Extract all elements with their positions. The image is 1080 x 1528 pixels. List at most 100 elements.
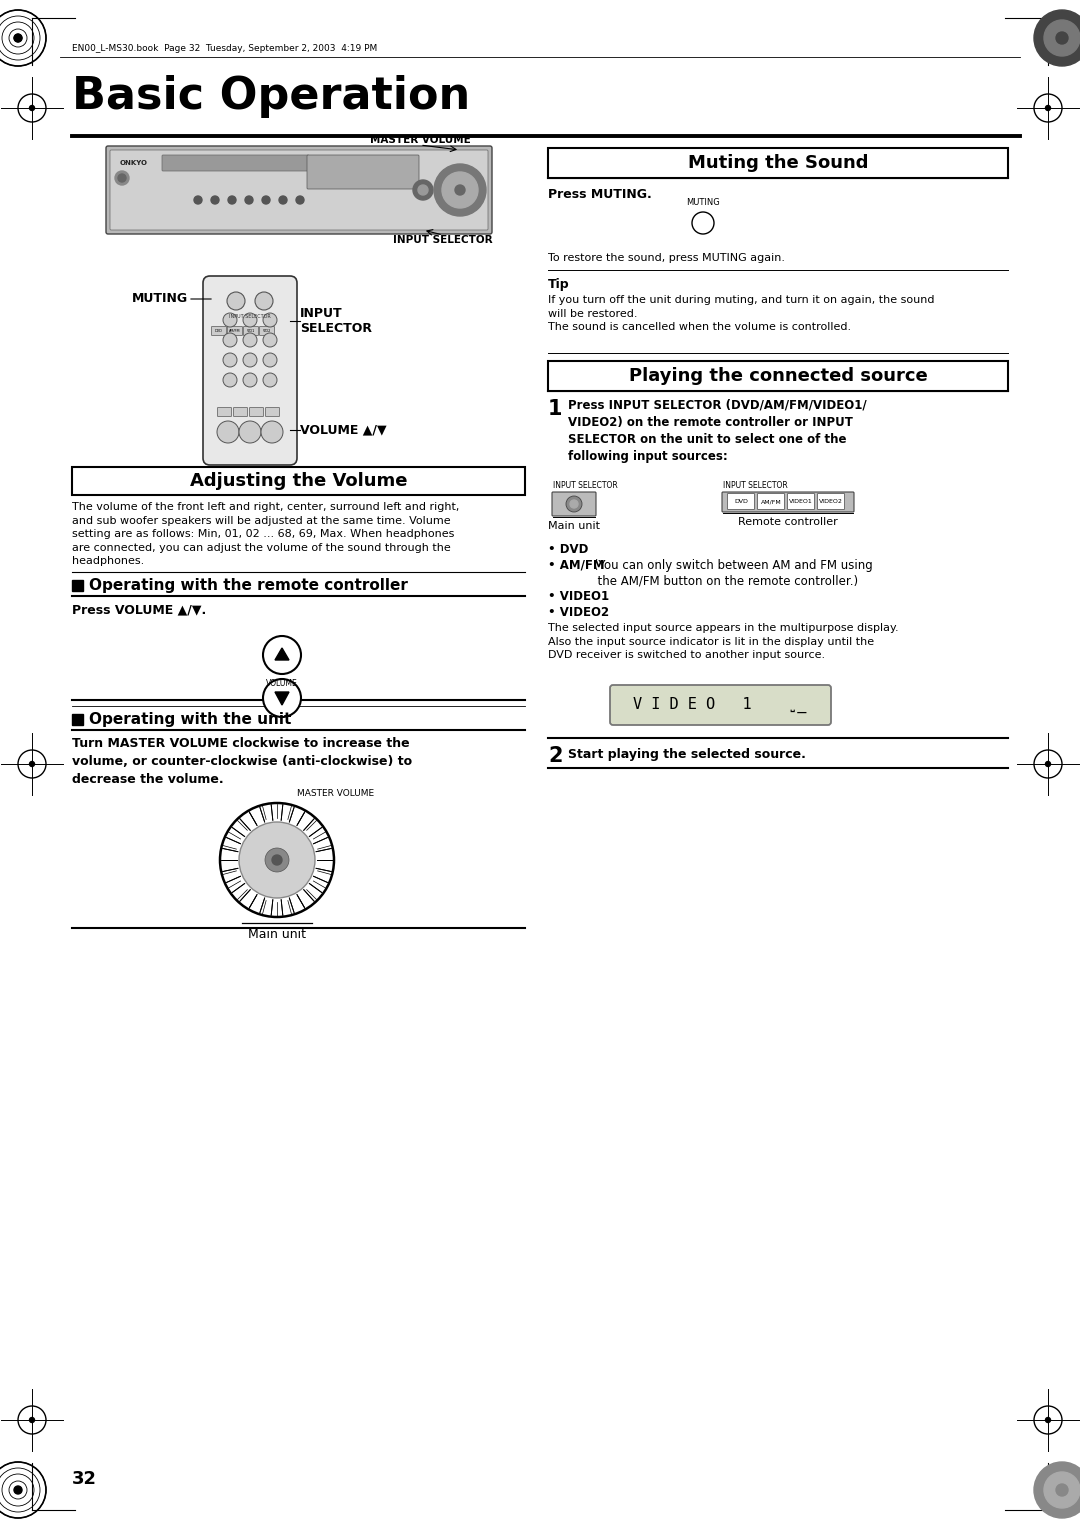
Circle shape bbox=[239, 822, 315, 898]
Circle shape bbox=[217, 422, 239, 443]
Circle shape bbox=[272, 856, 282, 865]
Text: 1: 1 bbox=[548, 399, 563, 419]
Text: AM/FM: AM/FM bbox=[760, 500, 781, 504]
Circle shape bbox=[264, 333, 276, 347]
Text: EN00_L-MS30.book  Page 32  Tuesday, September 2, 2003  4:19 PM: EN00_L-MS30.book Page 32 Tuesday, Septem… bbox=[72, 44, 377, 53]
FancyBboxPatch shape bbox=[233, 408, 247, 417]
Text: ONKYO: ONKYO bbox=[120, 160, 148, 167]
Circle shape bbox=[264, 636, 301, 674]
FancyBboxPatch shape bbox=[818, 494, 845, 509]
FancyBboxPatch shape bbox=[723, 492, 854, 512]
Circle shape bbox=[220, 804, 334, 917]
Text: 2: 2 bbox=[548, 746, 563, 766]
Circle shape bbox=[245, 196, 253, 205]
Circle shape bbox=[222, 313, 237, 327]
Text: INPUT SELECTOR: INPUT SELECTOR bbox=[393, 235, 492, 244]
Circle shape bbox=[262, 196, 270, 205]
Circle shape bbox=[243, 353, 257, 367]
Text: Remote controller: Remote controller bbox=[738, 516, 838, 527]
Circle shape bbox=[1044, 20, 1080, 57]
Circle shape bbox=[279, 196, 287, 205]
Circle shape bbox=[1056, 1484, 1068, 1496]
Text: VID2: VID2 bbox=[262, 329, 271, 333]
FancyBboxPatch shape bbox=[106, 147, 492, 234]
Text: VIDEO1: VIDEO1 bbox=[789, 500, 813, 504]
Circle shape bbox=[265, 848, 289, 872]
Polygon shape bbox=[275, 692, 289, 704]
Circle shape bbox=[442, 173, 478, 208]
FancyBboxPatch shape bbox=[757, 494, 784, 509]
Text: Adjusting the Volume: Adjusting the Volume bbox=[190, 472, 407, 490]
Circle shape bbox=[296, 196, 303, 205]
Circle shape bbox=[1045, 105, 1051, 110]
Text: DVD: DVD bbox=[215, 329, 222, 333]
Circle shape bbox=[243, 333, 257, 347]
Circle shape bbox=[1034, 11, 1080, 66]
Text: Tip: Tip bbox=[548, 278, 569, 290]
Circle shape bbox=[14, 34, 22, 41]
Text: V I D E O   1    ̺̲: V I D E O 1 ̺̲ bbox=[633, 697, 807, 714]
FancyBboxPatch shape bbox=[266, 408, 280, 417]
Text: MUTING: MUTING bbox=[686, 199, 720, 206]
Text: MUTING: MUTING bbox=[132, 292, 188, 306]
Polygon shape bbox=[275, 648, 289, 660]
Text: The volume of the front left and right, center, surround left and right,
and sub: The volume of the front left and right, … bbox=[72, 503, 459, 567]
Circle shape bbox=[114, 171, 129, 185]
Bar bbox=[72, 714, 83, 724]
Circle shape bbox=[418, 185, 428, 196]
Text: Playing the connected source: Playing the connected source bbox=[629, 367, 928, 385]
Circle shape bbox=[243, 373, 257, 387]
Text: • DVD: • DVD bbox=[548, 542, 589, 556]
Circle shape bbox=[222, 373, 237, 387]
Circle shape bbox=[264, 313, 276, 327]
FancyBboxPatch shape bbox=[72, 468, 525, 495]
Text: Turn MASTER VOLUME clockwise to increase the
volume, or counter-clockwise (anti-: Turn MASTER VOLUME clockwise to increase… bbox=[72, 736, 413, 785]
FancyBboxPatch shape bbox=[243, 327, 258, 336]
Text: Operating with the unit: Operating with the unit bbox=[89, 712, 292, 727]
Circle shape bbox=[222, 333, 237, 347]
Circle shape bbox=[264, 353, 276, 367]
FancyBboxPatch shape bbox=[162, 154, 309, 171]
Circle shape bbox=[211, 196, 219, 205]
Circle shape bbox=[455, 185, 465, 196]
Text: Main unit: Main unit bbox=[248, 927, 306, 941]
Circle shape bbox=[227, 292, 245, 310]
Text: INPUT
SELECTOR: INPUT SELECTOR bbox=[300, 307, 372, 335]
Text: If you turn off the unit during muting, and turn it on again, the sound
will be : If you turn off the unit during muting, … bbox=[548, 295, 934, 332]
Circle shape bbox=[194, 196, 202, 205]
Circle shape bbox=[14, 1487, 22, 1494]
Circle shape bbox=[261, 422, 283, 443]
Circle shape bbox=[570, 500, 578, 507]
Text: Press INPUT SELECTOR (DVD/AM/FM/VIDEO1/
VIDEO2) on the remote controller or INPU: Press INPUT SELECTOR (DVD/AM/FM/VIDEO1/ … bbox=[568, 399, 866, 463]
Text: DVD: DVD bbox=[734, 500, 748, 504]
Circle shape bbox=[413, 180, 433, 200]
FancyBboxPatch shape bbox=[228, 327, 243, 336]
FancyBboxPatch shape bbox=[110, 150, 488, 231]
Circle shape bbox=[1056, 32, 1068, 44]
Bar bbox=[72, 581, 83, 591]
Text: • AM/FM: • AM/FM bbox=[548, 559, 605, 571]
Circle shape bbox=[1045, 1418, 1051, 1423]
Circle shape bbox=[243, 313, 257, 327]
FancyBboxPatch shape bbox=[307, 154, 419, 189]
Circle shape bbox=[1045, 761, 1051, 767]
Text: Muting the Sound: Muting the Sound bbox=[688, 154, 868, 173]
FancyBboxPatch shape bbox=[217, 408, 231, 417]
Text: MASTER VOLUME: MASTER VOLUME bbox=[369, 134, 471, 145]
Text: VID1: VID1 bbox=[247, 329, 255, 333]
Circle shape bbox=[29, 761, 35, 767]
Text: VOLUME ▲/▼: VOLUME ▲/▼ bbox=[300, 423, 387, 437]
Circle shape bbox=[1044, 1471, 1080, 1508]
Circle shape bbox=[566, 497, 582, 512]
Circle shape bbox=[264, 373, 276, 387]
Text: VIDEO2: VIDEO2 bbox=[819, 500, 842, 504]
Text: Main unit: Main unit bbox=[548, 521, 600, 532]
Circle shape bbox=[228, 196, 237, 205]
Text: Basic Operation: Basic Operation bbox=[72, 75, 470, 118]
FancyBboxPatch shape bbox=[548, 361, 1008, 391]
FancyBboxPatch shape bbox=[610, 685, 831, 724]
Text: Press VOLUME ▲/▼.: Press VOLUME ▲/▼. bbox=[72, 604, 206, 616]
FancyBboxPatch shape bbox=[212, 327, 227, 336]
Circle shape bbox=[29, 105, 35, 110]
FancyBboxPatch shape bbox=[203, 277, 297, 465]
